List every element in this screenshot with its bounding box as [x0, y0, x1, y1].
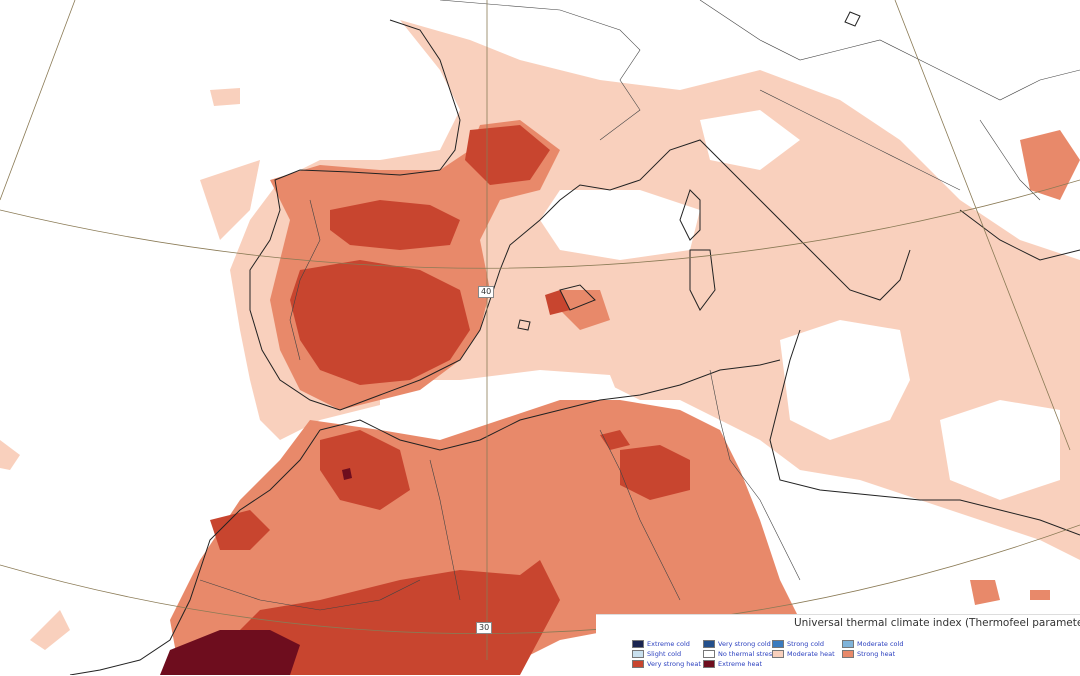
country-borders — [199, 0, 1080, 611]
legend-label: Very strong heat — [647, 660, 701, 668]
legend-swatch — [772, 640, 784, 648]
legend-item-moderate-cold: Moderate cold — [842, 639, 903, 649]
legend-label: Moderate heat — [787, 650, 835, 658]
legend-swatch — [703, 650, 715, 658]
legend-swatch — [632, 660, 644, 668]
legend-title: Universal thermal climate index (Thermof… — [794, 617, 1080, 629]
grid-label-40: 40 — [478, 286, 495, 298]
legend-swatch — [632, 640, 644, 648]
legend-label: Very strong cold — [718, 640, 771, 648]
legend-item-strong-cold: Strong cold — [772, 639, 824, 649]
legend-label: Slight cold — [647, 650, 682, 658]
legend-label: Moderate cold — [857, 640, 904, 648]
legend-item-no-thermal-stress: No thermal stress — [703, 649, 776, 659]
extreme-heat-region — [160, 468, 352, 675]
legend-swatch — [703, 640, 715, 648]
legend-item-extreme-cold: Extreme cold — [632, 639, 690, 649]
legend-swatch — [632, 650, 644, 658]
legend-item-very-strong-cold: Very strong cold — [703, 639, 771, 649]
graticule — [0, 0, 1080, 660]
no-stress-sea-region — [380, 110, 1060, 500]
legend-swatch — [772, 650, 784, 658]
very-strong-heat-region — [210, 125, 690, 675]
legend-label: Extreme heat — [718, 660, 763, 668]
legend-swatch — [842, 640, 854, 648]
coastlines — [69, 11, 1080, 675]
legend-label: Strong cold — [787, 640, 824, 648]
legend-label: Strong heat — [857, 650, 896, 658]
legend: Universal thermal climate index (Thermof… — [596, 614, 1080, 676]
legend-item-strong-heat: Strong heat — [842, 649, 895, 659]
legend-item-moderate-heat: Moderate heat — [772, 649, 835, 659]
grid-label-30: 30 — [476, 622, 493, 634]
legend-label: No thermal stress — [718, 650, 776, 658]
legend-swatch — [842, 650, 854, 658]
legend-item-very-strong-heat: Very strong heat — [632, 659, 701, 669]
legend-swatch — [703, 660, 715, 668]
legend-label: Extreme cold — [647, 640, 690, 648]
legend-item-slight-cold: Slight cold — [632, 649, 681, 659]
legend-item-extreme-heat: Extreme heat — [703, 659, 762, 669]
